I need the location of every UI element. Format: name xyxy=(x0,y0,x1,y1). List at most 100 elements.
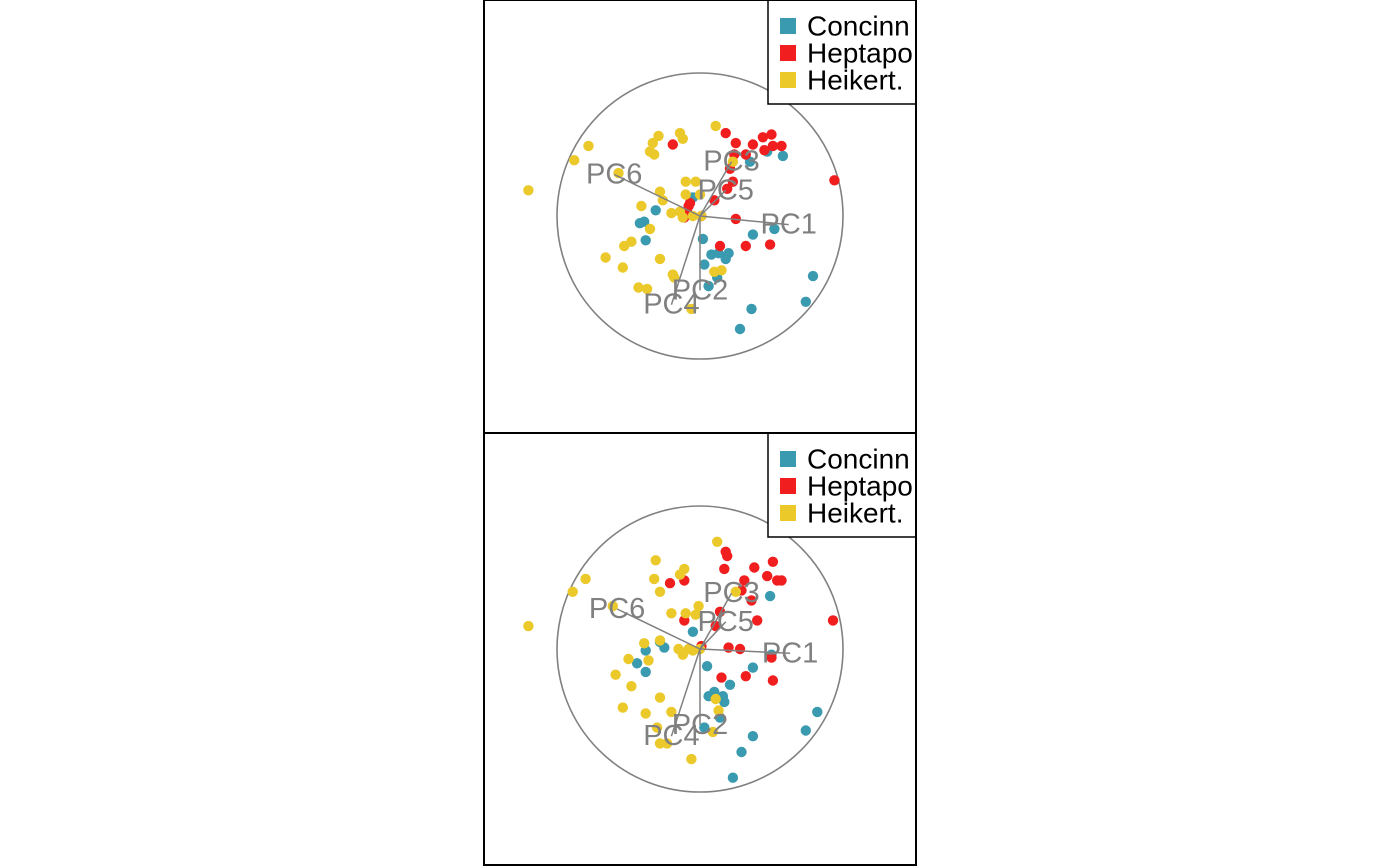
data-point xyxy=(827,615,839,626)
legend-label: Heptapo xyxy=(807,471,913,502)
data-point xyxy=(666,207,677,219)
data-point xyxy=(724,679,736,690)
data-point xyxy=(686,303,697,315)
data-point xyxy=(607,600,618,612)
data-point xyxy=(686,753,697,765)
data-point xyxy=(583,140,594,152)
series-concinn xyxy=(634,146,819,335)
data-point xyxy=(684,197,696,209)
data-point xyxy=(580,573,591,585)
data-point xyxy=(667,139,678,150)
data-point xyxy=(687,626,699,637)
data-point xyxy=(757,132,769,143)
legend-swatch xyxy=(780,451,796,467)
data-point xyxy=(617,262,628,273)
data-point xyxy=(734,323,746,335)
data-point xyxy=(639,638,650,649)
data-point xyxy=(626,236,637,247)
loading-label-pc3: PC3 xyxy=(703,146,759,178)
data-point xyxy=(654,253,666,265)
loading-vector-pc1 xyxy=(699,215,789,226)
data-point xyxy=(764,239,776,250)
data-point xyxy=(567,586,578,597)
data-point xyxy=(829,175,840,186)
data-point xyxy=(714,240,726,252)
data-point xyxy=(734,643,746,655)
data-point xyxy=(654,635,666,646)
data-point xyxy=(767,140,779,152)
data-point xyxy=(800,725,811,736)
data-point xyxy=(740,671,751,682)
data-point xyxy=(746,595,757,606)
data-point xyxy=(690,176,701,187)
data-point xyxy=(666,608,677,619)
data-point xyxy=(740,149,751,160)
data-point xyxy=(720,253,731,265)
data-point xyxy=(693,600,704,612)
legend-label: Heikert. xyxy=(807,498,903,529)
loading-label-pc5: PC5 xyxy=(697,606,753,638)
legend-swatch xyxy=(780,478,796,494)
series-heikert xyxy=(523,120,739,315)
loading-vector-pc6 xyxy=(616,608,701,650)
loading-label-pc3: PC3 xyxy=(703,577,759,609)
data-point xyxy=(674,127,686,139)
data-point xyxy=(716,672,727,683)
data-point xyxy=(633,282,644,293)
data-point xyxy=(523,185,534,196)
legend-swatch xyxy=(780,72,796,88)
series-heikert xyxy=(523,536,741,765)
data-point xyxy=(654,186,666,197)
data-point xyxy=(640,708,651,719)
data-point xyxy=(600,252,611,263)
data-point xyxy=(747,731,759,742)
data-point xyxy=(769,223,780,235)
loading-vector-pc3 xyxy=(699,592,733,650)
data-point xyxy=(569,155,580,166)
data-point xyxy=(709,195,720,206)
data-point xyxy=(680,608,691,619)
data-point xyxy=(710,120,721,132)
data-point xyxy=(683,643,694,655)
legend-label: Concinn xyxy=(807,444,910,475)
data-point xyxy=(610,669,621,680)
data-point xyxy=(746,303,757,315)
data-point xyxy=(650,555,661,566)
legend-label: Concinn xyxy=(807,11,910,42)
data-point xyxy=(766,652,777,663)
data-point xyxy=(639,216,650,227)
loading-label-pc2: PC2 xyxy=(672,709,728,741)
loading-label-pc6: PC6 xyxy=(586,159,642,191)
data-point xyxy=(654,692,666,703)
data-point xyxy=(623,653,634,665)
data-point xyxy=(716,265,727,276)
data-point xyxy=(699,722,710,733)
data-point xyxy=(690,609,701,620)
data-point xyxy=(680,189,691,200)
data-point xyxy=(679,563,690,575)
data-point xyxy=(730,586,741,597)
data-point xyxy=(666,706,677,718)
data-point xyxy=(701,661,713,672)
loading-label-pc1: PC1 xyxy=(760,209,816,241)
data-point xyxy=(710,693,721,705)
data-point xyxy=(740,240,751,252)
data-point xyxy=(707,726,719,738)
data-point xyxy=(694,189,706,200)
legend-label: Heptapo xyxy=(807,38,913,69)
data-point xyxy=(762,570,773,582)
data-point xyxy=(807,270,819,282)
loading-vector-pc4 xyxy=(670,648,701,737)
data-point xyxy=(680,176,691,187)
data-point xyxy=(730,137,741,149)
data-point xyxy=(747,139,759,150)
data-point xyxy=(767,556,779,567)
data-point xyxy=(712,536,723,547)
data-point xyxy=(727,772,739,783)
data-point xyxy=(677,212,688,223)
loading-vector-pc1 xyxy=(699,648,791,655)
data-point xyxy=(800,296,811,307)
